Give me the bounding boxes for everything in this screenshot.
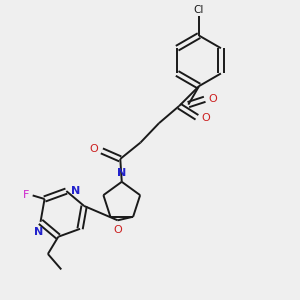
Text: F: F <box>23 190 30 200</box>
Text: N: N <box>70 186 80 196</box>
Text: O: O <box>208 94 217 104</box>
Text: O: O <box>89 144 98 154</box>
Text: N: N <box>34 227 44 237</box>
Text: N: N <box>117 168 126 178</box>
Text: O: O <box>113 225 122 235</box>
Text: O: O <box>201 113 210 123</box>
Text: Cl: Cl <box>194 5 204 15</box>
